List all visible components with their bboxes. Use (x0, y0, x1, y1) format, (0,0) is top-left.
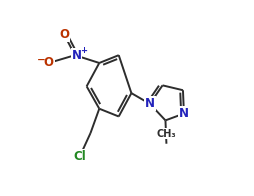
Text: +: + (79, 46, 86, 55)
Text: N: N (71, 49, 81, 62)
Text: O: O (43, 56, 54, 69)
Text: Cl: Cl (73, 150, 86, 163)
Text: N: N (178, 107, 188, 120)
Text: CH₃: CH₃ (156, 129, 176, 139)
Text: −: − (37, 54, 45, 64)
Text: O: O (59, 28, 69, 41)
Text: N: N (144, 97, 154, 110)
